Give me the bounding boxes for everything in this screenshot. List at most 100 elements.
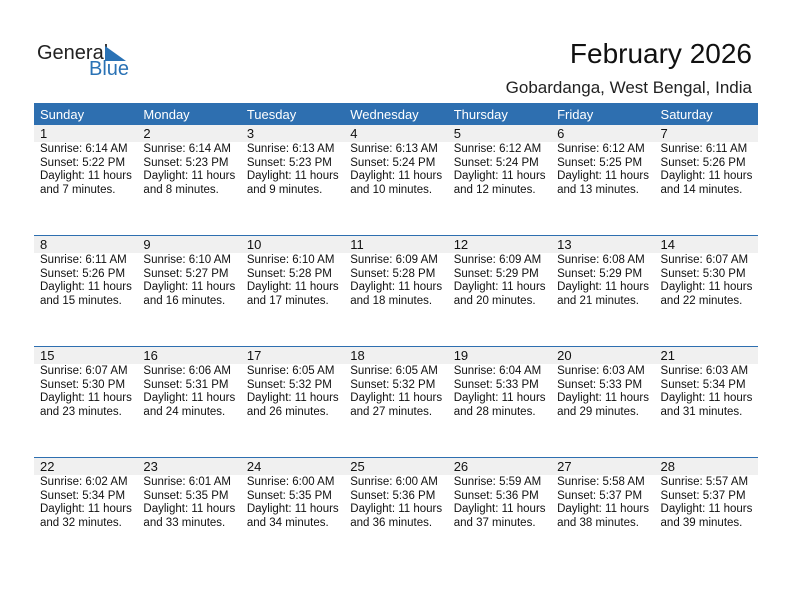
daylight: Daylight: 11 hours (143, 503, 236, 515)
weekday-header: Saturday (654, 103, 758, 125)
sunrise: Sunrise: 6:08 AM (557, 254, 645, 266)
day-cell: 9 Sunrise: 6:10 AM Sunset: 5:27 PM Daylight… (137, 235, 241, 347)
day-cell: 25 Sunrise: 6:00 AM Sunset: 5:36 PM Dayligh… (344, 457, 448, 568)
daylight: Daylight: 11 hours (143, 281, 236, 293)
sunrise: Sunrise: 6:14 AM (40, 143, 128, 155)
logo-general: General (37, 42, 109, 64)
daylight-minutes: and 38 minutes. (557, 516, 639, 529)
daylight: Daylight: 11 hours (453, 503, 546, 515)
sunrise: Sunrise: 6:10 AM (143, 254, 231, 266)
weekday-header: Friday (551, 103, 655, 125)
sunrise: Sunrise: 6:05 AM (246, 365, 335, 377)
day-number: 21 (654, 347, 758, 364)
sunrise: Sunrise: 6:13 AM (246, 143, 335, 155)
daylight: Daylight: 11 hours (557, 503, 649, 515)
sunrise: Sunrise: 6:07 AM (660, 254, 749, 266)
day-cell: 1 Sunrise: 6:14 AM Sunset: 5:22 PM Daylight… (34, 125, 138, 236)
daylight: Daylight: 11 hours (246, 503, 339, 515)
week-row: 8 Sunrise: 6:11 AM Sunset: 5:26 PM Daylight… (34, 235, 758, 347)
weekday-header: Wednesday (344, 103, 448, 125)
day-number: 23 (137, 458, 241, 475)
sunset: Sunset: 5:37 PM (557, 489, 643, 502)
sunrise: Sunrise: 5:59 AM (453, 476, 542, 488)
daylight-minutes: and 27 minutes. (350, 405, 433, 418)
sunset: Sunset: 5:28 PM (246, 267, 332, 280)
sunset: Sunset: 5:37 PM (660, 489, 746, 502)
sunrise: Sunrise: 6:03 AM (660, 365, 749, 377)
day-number: 13 (551, 236, 655, 253)
day-cell: 24 Sunrise: 6:00 AM Sunset: 5:35 PM Dayligh… (240, 457, 345, 568)
daylight: Daylight: 11 hours (453, 281, 546, 293)
sunrise: Sunrise: 6:01 AM (143, 476, 231, 488)
day-number: 22 (34, 458, 138, 475)
day-cell: 28 Sunrise: 5:57 AM Sunset: 5:37 PM Dayligh… (654, 457, 758, 568)
day-number: 8 (34, 236, 138, 253)
daylight: Daylight: 11 hours (350, 170, 443, 182)
day-cell: 17 Sunrise: 6:05 AM Sunset: 5:32 PM Dayligh… (240, 346, 345, 458)
daylight-minutes: and 34 minutes. (246, 516, 329, 529)
day-number: 20 (551, 347, 655, 364)
sunrise: Sunrise: 6:13 AM (350, 143, 438, 155)
day-number: 17 (240, 347, 345, 364)
sunset: Sunset: 5:26 PM (660, 156, 746, 169)
sunrise: Sunrise: 6:11 AM (660, 143, 748, 155)
sunset: Sunset: 5:22 PM (40, 156, 126, 169)
daylight: Daylight: 11 hours (660, 503, 753, 515)
daylight-minutes: and 37 minutes. (453, 516, 536, 529)
day-number: 12 (447, 236, 552, 253)
sunset: Sunset: 5:32 PM (246, 378, 332, 391)
day-cell: 8 Sunrise: 6:11 AM Sunset: 5:26 PM Daylight… (34, 235, 138, 347)
daylight-minutes: and 10 minutes. (350, 183, 433, 196)
daylight-minutes: and 20 minutes. (453, 294, 536, 307)
sunrise: Sunrise: 6:00 AM (246, 476, 335, 488)
weekday-header: Sunday (34, 103, 138, 125)
sunrise: Sunrise: 6:06 AM (143, 365, 231, 377)
day-cell: 19 Sunrise: 6:04 AM Sunset: 5:33 PM Dayligh… (447, 346, 552, 458)
day-cell: 23 Sunrise: 6:01 AM Sunset: 5:35 PM Dayligh… (137, 457, 241, 568)
daylight-minutes: and 9 minutes. (246, 183, 323, 196)
daylight-minutes: and 13 minutes. (557, 183, 639, 196)
sunset: Sunset: 5:25 PM (557, 156, 643, 169)
sunrise: Sunrise: 6:05 AM (350, 365, 438, 377)
week-row: 15 Sunrise: 6:07 AM Sunset: 5:30 PM Dayligh… (34, 346, 758, 458)
day-number: 25 (344, 458, 448, 475)
sunrise: Sunrise: 5:58 AM (557, 476, 645, 488)
day-number: 11 (344, 236, 448, 253)
day-cell: 21 Sunrise: 6:03 AM Sunset: 5:34 PM Dayligh… (654, 346, 758, 458)
sunset: Sunset: 5:34 PM (40, 489, 126, 502)
day-cell: 4 Sunrise: 6:13 AM Sunset: 5:24 PM Daylight… (344, 125, 448, 236)
sunset: Sunset: 5:35 PM (246, 489, 332, 502)
daylight: Daylight: 11 hours (40, 170, 132, 182)
day-cell: 27 Sunrise: 5:58 AM Sunset: 5:37 PM Dayligh… (551, 457, 655, 568)
daylight-minutes: and 39 minutes. (660, 516, 743, 529)
daylight: Daylight: 11 hours (350, 392, 443, 404)
sunset: Sunset: 5:32 PM (350, 378, 436, 391)
day-number: 26 (447, 458, 552, 475)
day-cell: 26 Sunrise: 5:59 AM Sunset: 5:36 PM Dayligh… (447, 457, 552, 568)
daylight: Daylight: 11 hours (557, 392, 649, 404)
day-number: 5 (447, 125, 552, 142)
day-cell: 6 Sunrise: 6:12 AM Sunset: 5:25 PM Daylight… (551, 125, 655, 236)
day-number: 3 (240, 125, 345, 142)
day-cell: 22 Sunrise: 6:02 AM Sunset: 5:34 PM Dayligh… (34, 457, 138, 568)
day-cell: 16 Sunrise: 6:06 AM Sunset: 5:31 PM Dayligh… (137, 346, 241, 458)
sunset: Sunset: 5:30 PM (660, 267, 746, 280)
sunset: Sunset: 5:36 PM (453, 489, 539, 502)
sunset: Sunset: 5:33 PM (453, 378, 539, 391)
weekday-header: Thursday (447, 103, 552, 125)
calendar-table: Sunday Monday Tuesday Wednesday Thursday Frid… (34, 103, 758, 568)
location: Gobardanga, West Bengal, India (505, 78, 752, 97)
sunset: Sunset: 5:23 PM (143, 156, 229, 169)
day-cell: 14 Sunrise: 6:07 AM Sunset: 5:30 PM Dayligh… (654, 235, 758, 347)
daylight-minutes: and 16 minutes. (143, 294, 226, 307)
day-number: 15 (34, 347, 138, 364)
day-number: 14 (654, 236, 758, 253)
daylight-minutes: and 28 minutes. (453, 405, 536, 418)
sunrise: Sunrise: 5:57 AM (660, 476, 749, 488)
sunset: Sunset: 5:26 PM (40, 267, 126, 280)
day-number: 2 (137, 125, 241, 142)
day-cell: 15 Sunrise: 6:07 AM Sunset: 5:30 PM Dayligh… (34, 346, 138, 458)
daylight: Daylight: 11 hours (557, 281, 649, 293)
sunset: Sunset: 5:24 PM (453, 156, 539, 169)
logo-triangle-icon (105, 46, 126, 61)
